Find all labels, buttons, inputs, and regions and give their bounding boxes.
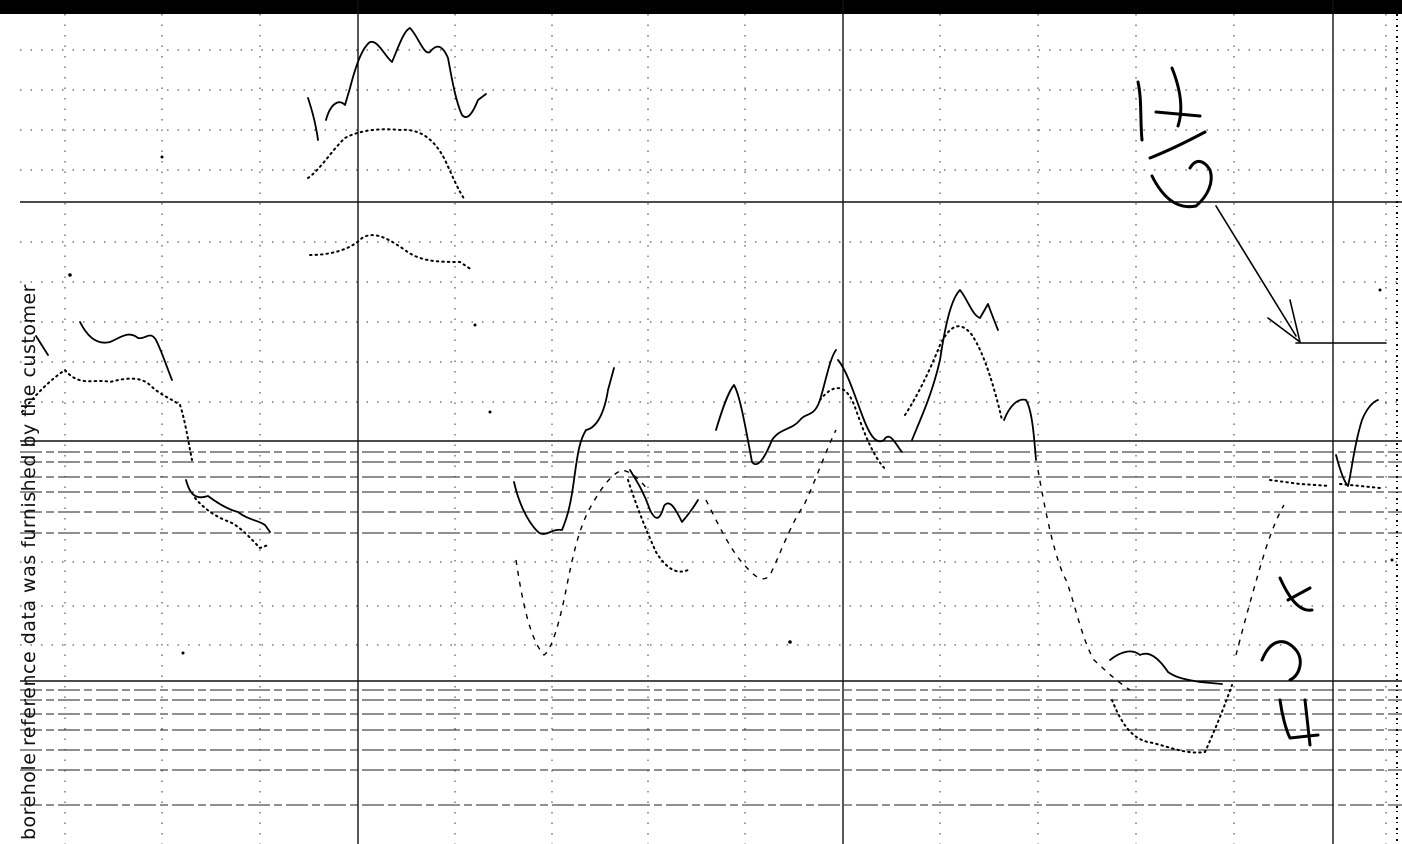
- log-trace-dotted-6: [819, 387, 887, 471]
- major-vertical-gridlines: [357, 0, 1334, 844]
- log-trace-dashed-4: [1235, 504, 1285, 656]
- handwritten-mark-upper: [1136, 66, 1387, 344]
- log-trace-dotted-8: [1111, 684, 1233, 754]
- log-trace-dashed-3: [1037, 469, 1131, 691]
- side-note-text: borehole reference data was furnished by…: [18, 284, 40, 840]
- log-trace-dotted-2: [194, 497, 269, 550]
- log-trace-dotted-1: [21, 368, 193, 461]
- dense-horizontal-gridlines: [20, 451, 1402, 806]
- log-trace-dotted-7: [904, 325, 1003, 421]
- log-trace-solid-9: [1003, 398, 1037, 461]
- scan-specks: [68, 155, 1394, 655]
- minor-horizontal-gridlines: [20, 49, 1402, 646]
- minor-vertical-gridlines: [64, 14, 1387, 844]
- major-horizontal-gridlines: [20, 201, 1402, 682]
- log-trace-solid-10: [1109, 650, 1223, 685]
- log-trace-solid-11: [1335, 399, 1379, 487]
- log-trace-solid-8: [911, 289, 999, 441]
- log-trace-solid-5: [629, 469, 699, 523]
- log-trace-solid-4: [513, 367, 615, 535]
- log-trace-solid-6: [715, 349, 837, 465]
- log-trace-solid-1: [35, 321, 173, 381]
- log-trace-solid-2: [185, 479, 271, 533]
- log-trace-solid-7: [837, 359, 903, 453]
- log-trace-dotted-3: [307, 128, 466, 201]
- log-trace-dotted-4: [309, 234, 473, 271]
- handwritten-mark-lower: [1260, 576, 1320, 747]
- log-trace-solid-3: [307, 27, 487, 141]
- log-trace-dotted-9: [1269, 479, 1381, 489]
- log-trace-dotted-5: [627, 479, 689, 573]
- scan-top-band: [0, 0, 1402, 14]
